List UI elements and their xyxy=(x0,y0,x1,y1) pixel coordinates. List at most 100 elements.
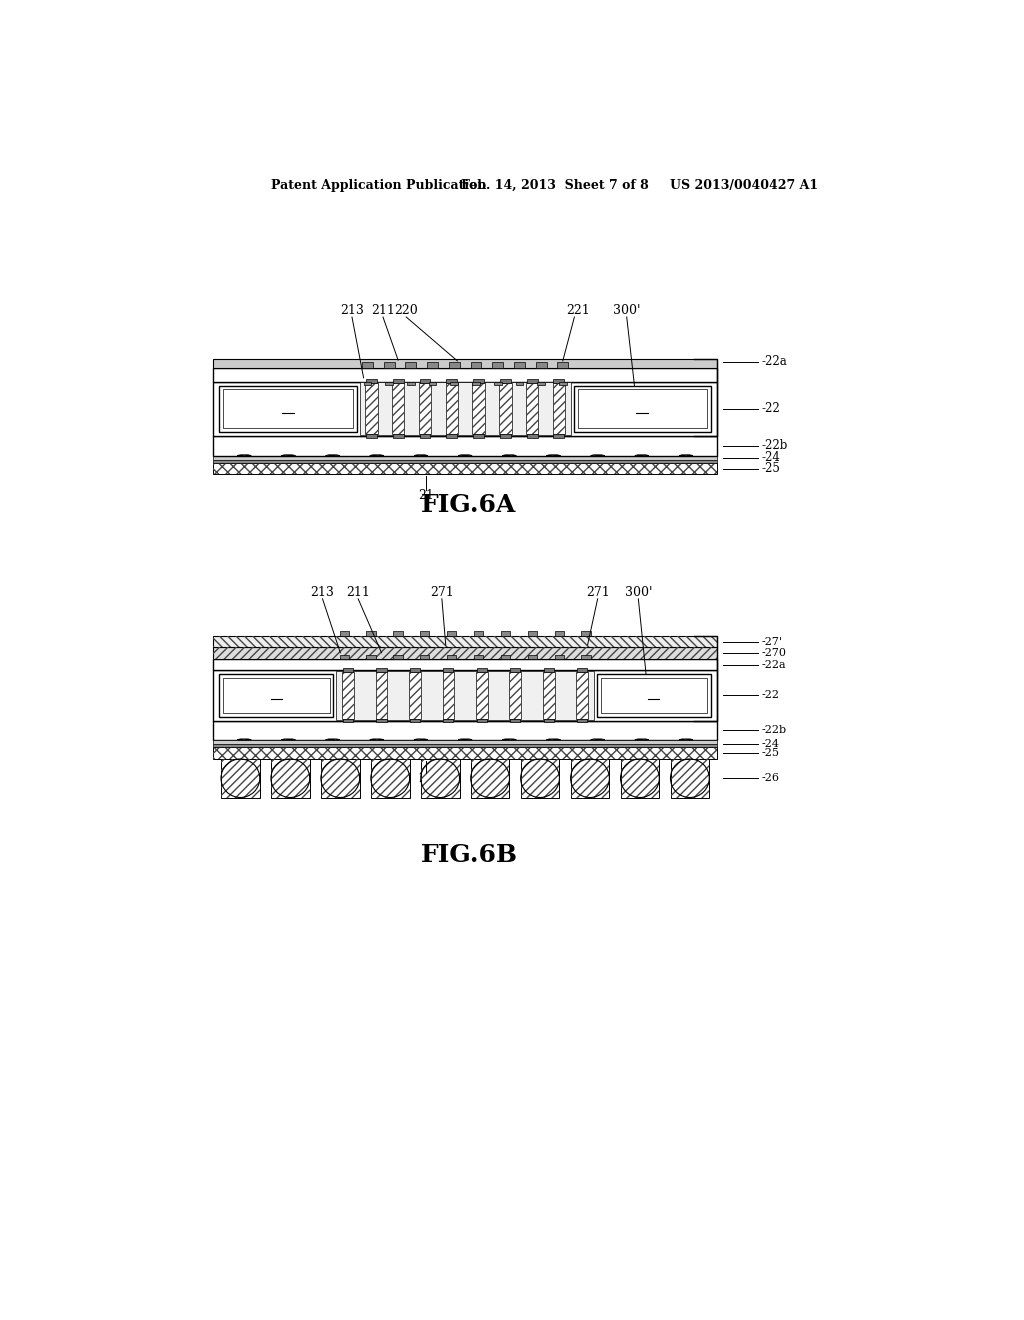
Bar xyxy=(362,363,373,368)
Bar xyxy=(213,739,717,744)
Bar xyxy=(393,655,402,659)
Bar xyxy=(371,759,410,797)
Bar xyxy=(421,759,460,797)
Bar xyxy=(223,389,352,428)
Bar xyxy=(366,383,378,434)
Bar xyxy=(213,359,717,368)
Bar xyxy=(406,363,417,368)
Bar xyxy=(601,678,707,713)
Bar xyxy=(446,434,457,438)
Text: 213: 213 xyxy=(310,586,335,599)
Bar xyxy=(407,381,415,385)
Bar xyxy=(472,383,484,434)
Bar xyxy=(366,383,378,434)
Bar xyxy=(474,655,483,659)
Bar xyxy=(442,672,455,719)
Bar xyxy=(384,363,394,368)
Bar xyxy=(429,381,436,385)
Bar xyxy=(443,719,454,722)
Bar xyxy=(510,668,520,672)
Bar xyxy=(340,631,349,636)
Bar xyxy=(376,672,387,719)
Bar xyxy=(393,434,403,438)
Bar xyxy=(671,759,710,797)
Bar xyxy=(367,631,376,636)
Bar xyxy=(419,383,431,434)
Bar xyxy=(474,631,483,636)
Bar xyxy=(321,759,359,797)
Text: -24: -24 xyxy=(762,739,780,748)
Text: -25: -25 xyxy=(762,462,781,475)
Text: -22a: -22a xyxy=(762,355,787,368)
Bar xyxy=(420,434,430,438)
Bar xyxy=(526,434,538,438)
Bar xyxy=(555,655,564,659)
Bar xyxy=(213,647,717,659)
Bar xyxy=(213,436,717,455)
Bar xyxy=(554,434,564,438)
Text: 300': 300' xyxy=(613,305,640,317)
Bar xyxy=(543,672,555,719)
Bar xyxy=(538,381,545,385)
Bar xyxy=(597,675,711,717)
Text: Feb. 14, 2013  Sheet 7 of 8: Feb. 14, 2013 Sheet 7 of 8 xyxy=(461,178,649,191)
Bar xyxy=(510,672,521,719)
Text: -24: -24 xyxy=(762,451,781,465)
Bar xyxy=(570,759,609,797)
Bar xyxy=(213,636,717,647)
Text: 220: 220 xyxy=(394,305,418,317)
Bar xyxy=(526,383,539,434)
Bar xyxy=(555,631,564,636)
Bar xyxy=(445,383,458,434)
Bar xyxy=(520,759,559,797)
Text: -22: -22 xyxy=(762,690,780,701)
Bar xyxy=(446,379,457,383)
Bar xyxy=(410,672,421,719)
Text: 221: 221 xyxy=(566,305,590,317)
Bar xyxy=(271,759,309,797)
Bar xyxy=(419,383,431,434)
Bar xyxy=(213,455,717,461)
Bar xyxy=(536,363,547,368)
Bar xyxy=(582,631,591,636)
Text: -22b: -22b xyxy=(762,725,787,735)
Text: -27': -27' xyxy=(762,636,783,647)
Text: 300': 300' xyxy=(625,586,652,599)
Bar xyxy=(499,383,512,434)
Bar xyxy=(442,672,455,719)
Text: -22b: -22b xyxy=(762,440,788,453)
Text: 30: 30 xyxy=(267,686,285,701)
Bar xyxy=(527,655,537,659)
Bar xyxy=(559,381,566,385)
Text: 211: 211 xyxy=(371,305,395,317)
Bar xyxy=(621,759,659,797)
Bar xyxy=(410,719,420,722)
Bar xyxy=(544,668,554,672)
Bar xyxy=(213,368,717,381)
Text: -22a: -22a xyxy=(762,660,786,669)
Bar xyxy=(393,631,402,636)
Bar xyxy=(213,671,717,721)
Text: 30': 30' xyxy=(631,400,654,414)
Text: -26: -26 xyxy=(762,774,780,783)
Text: -25: -25 xyxy=(762,748,780,758)
Text: -22: -22 xyxy=(762,403,780,416)
Bar xyxy=(553,383,565,434)
Bar xyxy=(473,379,484,383)
Bar xyxy=(671,759,710,797)
Bar xyxy=(445,383,458,434)
Bar xyxy=(578,389,707,428)
Bar xyxy=(471,759,510,797)
Bar xyxy=(342,672,354,719)
Bar xyxy=(500,379,511,383)
Bar xyxy=(223,678,330,713)
Text: 211: 211 xyxy=(346,586,370,599)
Bar xyxy=(410,672,421,719)
Bar xyxy=(221,759,260,797)
Bar xyxy=(213,747,717,759)
Bar xyxy=(493,363,503,368)
Bar xyxy=(213,659,717,671)
Bar xyxy=(213,744,717,747)
Bar xyxy=(451,381,458,385)
Bar xyxy=(543,672,555,719)
